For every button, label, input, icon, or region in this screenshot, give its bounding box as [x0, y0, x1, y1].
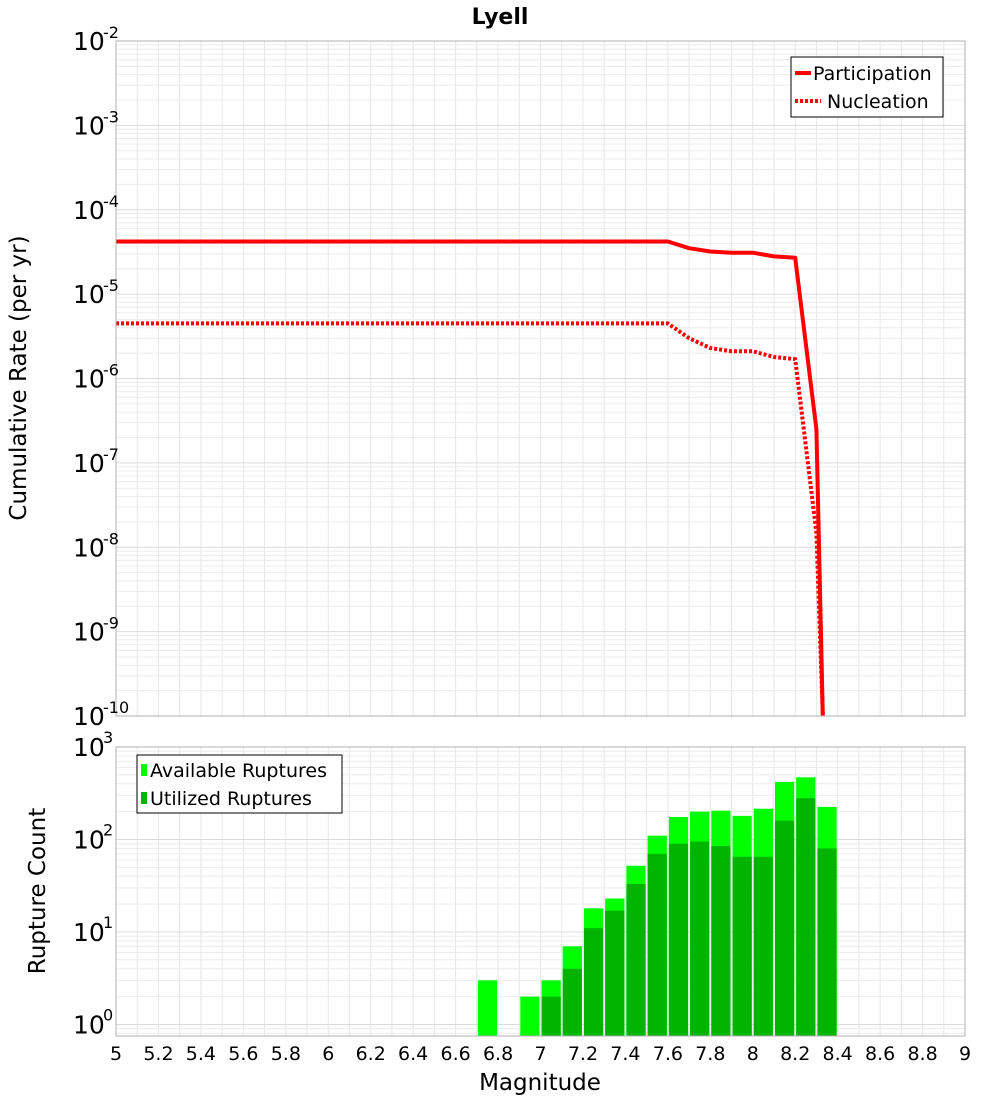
legend-nucleation-label: Nucleation	[827, 91, 929, 113]
available-bar	[520, 996, 540, 1036]
count-y-tick-label: 10	[73, 918, 105, 947]
count-y-tick-exponent: 1	[103, 913, 113, 932]
count-y-tick-label: 10	[73, 733, 105, 762]
utilized-bar	[562, 968, 582, 1036]
rate-y-tick-exponent: -6	[103, 361, 119, 380]
utilized-bar	[690, 841, 710, 1036]
rate-y-tick-label: 10	[73, 702, 105, 731]
rate-y-tick-exponent: -2	[103, 23, 119, 42]
available-bar	[477, 980, 498, 1036]
rate-series	[116, 239, 825, 717]
utilized-bar	[711, 846, 731, 1036]
series-line-participation	[116, 239, 825, 717]
legend-available-swatch	[141, 764, 147, 776]
utilized-bar	[732, 856, 752, 1036]
rate-y-tick-label: 10	[73, 533, 105, 562]
chart-title: Lyell	[472, 5, 529, 30]
rate-y-axis-label: Cumulative Rate (per yr)	[6, 235, 32, 520]
x-axis-label: Magnitude	[479, 1070, 601, 1096]
count-y-tick-exponent: 2	[103, 820, 113, 839]
utilized-bar	[796, 798, 816, 1036]
x-tick-label: 6.8	[483, 1043, 513, 1065]
x-tick-label: 8	[747, 1043, 759, 1065]
x-tick-label: 5.8	[271, 1043, 301, 1065]
utilized-bar	[668, 843, 689, 1036]
x-tick-label: 8.6	[865, 1043, 895, 1065]
x-tick-label: 5	[110, 1043, 122, 1065]
utilized-bar	[753, 856, 773, 1036]
count-legend: Available Ruptures Utilized Ruptures	[136, 754, 343, 814]
count-legend-box	[136, 754, 343, 814]
utilized-bar	[583, 928, 604, 1036]
rate-y-tick-label: 10	[73, 280, 105, 309]
x-tick-label: 7.2	[568, 1043, 598, 1065]
x-tick-label: 7.6	[653, 1043, 683, 1065]
x-tick-label: 5.2	[143, 1043, 173, 1065]
rate-y-tick-label: 10	[73, 196, 105, 225]
rate-gridlines	[115, 41, 966, 717]
series-line-nucleation	[116, 321, 825, 717]
rate-y-tick-exponent: -8	[103, 529, 119, 548]
rate-legend-box	[790, 56, 944, 118]
legend-utilized-swatch	[141, 792, 147, 804]
rate-plot-border	[115, 40, 966, 717]
rate-y-tick-label: 10	[73, 365, 105, 394]
rate-y-tick-label: 10	[73, 27, 105, 56]
count-x-ticks: 5 5.2 5.4 5.6 5.8 6 6.2 6.4 6.6 6.8 7 7.2 7.4 7.6 7.8 8…	[110, 1043, 971, 1065]
utilized-bar	[817, 848, 837, 1036]
x-tick-label: 8.8	[907, 1043, 937, 1065]
x-tick-label: 7	[534, 1043, 546, 1065]
x-tick-label: 5.6	[228, 1043, 258, 1065]
x-tick-label: 6.2	[356, 1043, 386, 1065]
x-tick-label: 8.4	[823, 1043, 853, 1065]
x-tick-label: 9	[959, 1043, 971, 1065]
count-y-tick-exponent: 3	[103, 728, 113, 747]
count-bars	[477, 777, 837, 1036]
rate-y-tick-exponent: -7	[103, 445, 119, 464]
count-y-tick-label: 10	[73, 1010, 105, 1039]
rate-y-tick-label: 10	[73, 111, 105, 140]
legend-available-label: Available Ruptures	[150, 760, 327, 782]
utilized-bar	[605, 910, 625, 1036]
utilized-bar	[626, 884, 646, 1036]
utilized-bar	[774, 820, 795, 1036]
rate-y-tick-exponent: -10	[103, 698, 129, 717]
rate-y-tick-exponent: -3	[103, 107, 119, 126]
legend-utilized-label: Utilized Ruptures	[150, 788, 312, 810]
x-tick-label: 6.6	[440, 1043, 470, 1065]
x-tick-label: 6.4	[398, 1043, 428, 1065]
count-y-tick-exponent: 0	[103, 1005, 113, 1024]
x-tick-label: 7.4	[610, 1043, 640, 1065]
count-y-axis-label: Rupture Count	[25, 808, 51, 974]
x-tick-label: 8.2	[780, 1043, 810, 1065]
utilized-bar	[647, 853, 667, 1036]
count-plot-border	[115, 746, 966, 1037]
rate-legend: Participation Nucleation	[790, 56, 944, 118]
rate-y-tick-exponent: -5	[103, 276, 119, 295]
utilized-bar	[541, 996, 561, 1036]
rate-y-tick-exponent: -9	[103, 614, 119, 633]
x-tick-label: 5.4	[186, 1043, 216, 1065]
rate-y-tick-label: 10	[73, 618, 105, 647]
count-y-tick-label: 10	[73, 825, 105, 854]
x-tick-label: 6	[322, 1043, 334, 1065]
legend-participation-label: Participation	[813, 63, 932, 85]
rate-y-tick-label: 10	[73, 449, 105, 478]
rate-y-tick-exponent: -4	[103, 192, 119, 211]
x-tick-label: 7.8	[695, 1043, 725, 1065]
